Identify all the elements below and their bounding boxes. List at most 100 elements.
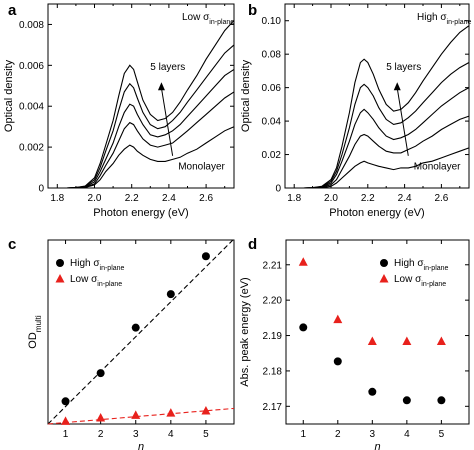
data-point-triangle [166,408,176,417]
data-point-circle [96,369,105,378]
data-point-circle [299,323,308,332]
legend-marker-triangle [379,274,389,283]
y-tick-label: 0.10 [262,16,282,27]
data-point-triangle [367,336,377,346]
data-point-triangle [61,416,71,425]
x-tick-label: 2.0 [88,193,102,204]
data-point-triangle [298,257,308,266]
y-tick-label: 0.04 [262,117,282,128]
x-tick-label: 2 [98,429,104,440]
y-axis-label: ODmulti [27,315,43,349]
data-point-circle [437,396,446,405]
x-axis-label: n [374,441,380,450]
data-point-circle [368,387,377,396]
data-point-circle [61,397,70,406]
data-point-triangle [201,406,211,415]
y-tick-label: 2.18 [263,366,283,377]
spectrum-line-5 [285,147,470,189]
spectrum-line-2 [48,44,235,189]
y-tick-label: 0.002 [19,143,44,154]
fit-line-1 [47,238,235,425]
top-series-label: 5 layers [150,62,185,73]
data-point-circle [166,290,175,299]
legend-label: High σin-plane [70,258,125,272]
layer-arrow [396,88,409,156]
y-tick-label: 0.004 [19,102,44,113]
x-axis-label: n [138,441,144,450]
y-tick-label: 0.008 [19,20,44,31]
top-series-label: 5 layers [386,62,421,73]
legend-marker-circle [56,259,64,267]
y-tick-label: 0.06 [262,83,282,94]
data-point-circle [201,252,210,261]
spectrum-line-4 [285,115,470,189]
x-tick-label: 5 [203,429,209,440]
panel-d: d 1 2 3 4 5 2.17 2.18 2.19 2.20 2.21 n Abs. peak ene… [239,236,470,450]
data-point-circle [131,323,140,332]
panel-letter-b: b [248,2,257,19]
data-point-triangle [96,412,106,422]
y-tick-label: 2.19 [263,331,283,342]
x-axis-label: Photon energy (eV) [93,207,188,219]
x-axis-label: Photon energy (eV) [329,207,424,219]
legend-label: High σin-plane [394,258,449,272]
legend-marker-circle [380,259,388,267]
panel-annotation: Low σin-plane [182,12,234,26]
panel-letter-a: a [8,2,17,19]
y-tick-label: 0.08 [262,50,282,61]
data-point-triangle [436,336,446,346]
x-tick-label: 1 [300,429,306,440]
y-axis-label: Optical density [240,59,252,132]
x-tick-label: 2.6 [434,193,448,204]
x-tick-label: 3 [370,429,376,440]
y-axis-label: Abs. peak energy (eV) [239,277,251,386]
x-tick-label: 1 [63,429,69,440]
plot-frame [285,239,470,425]
data-point-triangle [333,314,343,324]
y-tick-label: 2.20 [263,296,283,307]
bottom-series-label: Monolayer [178,162,225,173]
bottom-series-label: Monolayer [414,162,461,173]
x-tick-label: 2.0 [324,193,338,204]
layer-arrow-head [157,82,165,91]
panel-b: b 1.8 2.0 2.2 2.4 2.6 0 0.02 0.04 0.06 0.08 0.10 Pho… [240,2,472,219]
layer-arrow [160,88,174,156]
fit-line-2 [47,407,235,425]
legend-label: Low σin-plane [394,274,446,288]
x-tick-label: 2 [335,429,341,440]
panel-letter-d: d [248,236,257,253]
x-tick-label: 2.6 [199,193,213,204]
data-point-circle [333,357,342,366]
y-tick-label: 0.02 [262,150,282,161]
x-tick-label: 2.2 [125,193,139,204]
plot-frame [47,3,235,189]
y-tick-label: 0 [38,184,44,195]
data-point-circle [402,396,411,405]
spectrum-line-5 [48,126,235,189]
x-tick-label: 2.4 [162,193,176,204]
x-tick-label: 1.8 [287,193,301,204]
y-tick-label: 0.006 [19,61,44,72]
plot-frame [47,239,235,425]
legend-label: Low σin-plane [70,274,122,288]
plot-frame [284,3,470,189]
data-point-triangle [131,410,141,419]
layer-arrow-head [393,82,401,91]
x-tick-label: 2.4 [398,193,412,204]
y-axis-label: Optical density [3,59,15,132]
x-tick-label: 4 [168,429,174,440]
data-point-triangle [402,336,412,346]
panel-c: c 1 2 3 4 5 n ODmulti High σin-plane Low σin-plan… [8,236,235,450]
panel-a: a 1.8 2.0 2.2 2.4 2.6 0 0.002 0.004 0.006 0.008 Pho… [3,2,235,219]
panel-annotation: High σin-plane [417,12,472,26]
y-tick-label: 2.17 [263,402,283,413]
y-tick-label: 0 [275,184,281,195]
panel-letter-c: c [8,236,16,253]
x-tick-label: 3 [133,429,139,440]
y-tick-label: 2.21 [263,260,283,271]
x-tick-label: 1.8 [50,193,64,204]
legend-marker-triangle [55,274,65,283]
x-tick-label: 5 [439,429,445,440]
x-tick-label: 4 [404,429,410,440]
